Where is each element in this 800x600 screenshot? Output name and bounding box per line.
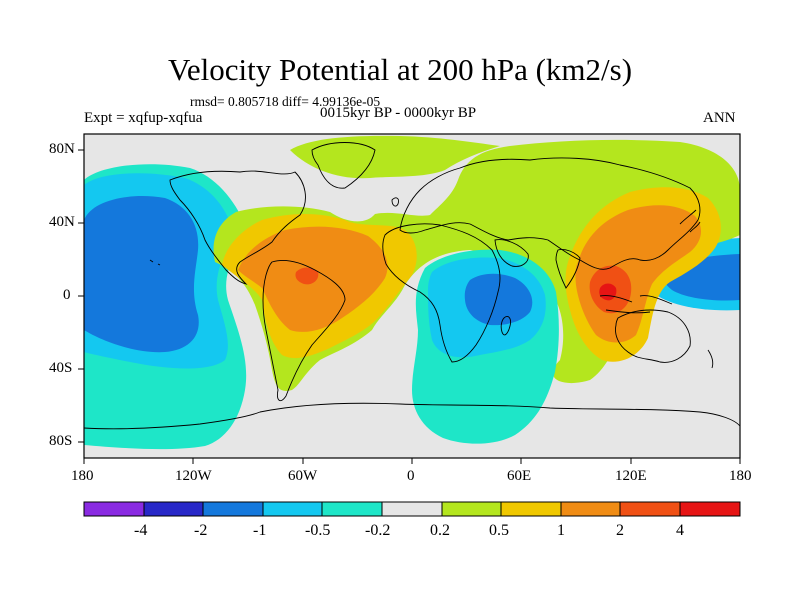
colorbar-label: -2 [194,522,208,539]
x-tick-label: 60E [507,468,532,484]
tick-marks [78,149,741,464]
coastline-antarctica [84,402,740,430]
y-tick-label: 0 [63,287,71,303]
y-tick-label: 40N [49,214,75,230]
x-tick-label: 120E [615,468,647,484]
y-tick-label: 80N [49,141,75,157]
coastline-greenland [311,142,376,189]
colorbar-swatch [441,501,502,517]
colorbar-swatch [679,501,741,517]
colorbar-label: 2 [616,522,624,539]
coastline-eurasia [399,157,701,270]
x-tick-label: 180 [729,468,752,484]
coastline-australia [615,309,691,363]
coastlines [84,142,740,430]
contour-pacific-m1 [84,196,199,353]
colorbar-swatch [262,501,323,517]
stats-line: rmsd= 0.805718 diff= 4.99136e-05 [190,94,381,109]
colorbar-swatch [143,501,204,517]
y-tick-label: 80S [49,433,73,449]
colorbar-label: 0.2 [430,522,450,539]
colorbar-label: -0.2 [365,522,391,539]
coastline-hawaii [149,259,161,266]
colorbar-label: -1 [253,522,267,539]
coastline-africa [382,223,501,363]
contour-arctic-p02 [290,135,500,179]
colorbar-label: -4 [134,522,148,539]
experiment-label: Expt = xqfup-xqfua [84,110,203,126]
map-title: Velocity Potential at 200 hPa (km2/s) [167,52,633,87]
colorbar-label: 0.5 [489,522,509,539]
season-label: ANN [703,110,736,126]
coastline-japan [679,209,701,233]
coastline-north-america [169,170,306,285]
colorbar-swatch [560,501,621,517]
colorbar-swatch [202,501,264,517]
coastline-indonesia [599,295,673,314]
contour-field [84,134,740,458]
colorbar-label: -0.5 [305,522,331,539]
colorbar-label: 1 [557,522,565,539]
coastline-south-america [262,259,346,402]
coastline-india [555,249,581,289]
contour-atlantic-p2 [295,267,319,285]
y-tick-label: 40S [49,360,73,376]
colorbar-swatch [381,501,443,517]
colorbar-swatch [619,501,681,517]
colorbar-label: 4 [676,522,684,539]
colorbar-swatch [500,501,562,517]
period-label: 0015kyr BP - 0000kyr BP [320,105,477,121]
x-tick-label: 120W [175,468,212,484]
colorbar-swatch [321,501,383,517]
x-tick-label: 180 [71,468,94,484]
x-tick-label: 60W [288,468,318,484]
colorbar [83,501,741,517]
colorbar-swatch [83,501,145,517]
coastline-uk [391,197,399,207]
coastline-new-zealand [707,349,714,369]
x-tick-label: 0 [407,468,415,484]
coastline-arabia [494,239,529,267]
coastline-madagascar [500,315,511,336]
contour-africa-m1 [464,273,533,326]
